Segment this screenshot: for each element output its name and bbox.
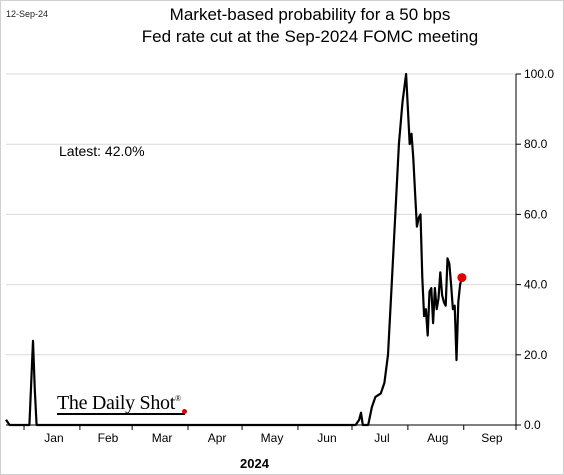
chart-title: Market-based probability for a 50 bps Fe… <box>120 4 500 48</box>
date-stamp: 12-Sep-24 <box>6 9 49 19</box>
tick-labels: 0.0 20.0 40.0 60.0 80.0 100.0 Jan Feb Mar Apr May J… <box>44 67 554 445</box>
x-tick-label: May <box>261 431 284 445</box>
x-tick-label: Sep <box>481 431 503 445</box>
gridlines <box>6 73 516 356</box>
x-tick-label: Apr <box>208 431 227 445</box>
logo-red-dot <box>182 409 187 414</box>
x-tick-label: Aug <box>427 431 448 445</box>
latest-annotation: Latest: 42.0% <box>59 143 145 159</box>
y-tick-label: 40.0 <box>524 278 548 292</box>
x-tick-label: Jun <box>317 431 336 445</box>
x-tick-label: Jul <box>374 431 389 445</box>
y-tick-label: 60.0 <box>524 207 548 221</box>
series <box>5 72 467 427</box>
latest-point-marker <box>457 273 467 283</box>
y-tick-label: 100.0 <box>524 67 554 81</box>
y-tick-label: 80.0 <box>524 137 548 151</box>
logo-text: The Daily Shot <box>57 392 176 414</box>
axes <box>6 73 521 430</box>
x-tick-label: Jan <box>44 431 63 445</box>
chart-title-line-1: Market-based probability for a 50 bps <box>169 5 451 24</box>
chart-title-line-2: Fed rate cut at the Sep-2024 FOMC meetin… <box>141 27 479 46</box>
daily-shot-logo: The Daily Shot® <box>57 392 181 415</box>
x-axis-label: 2024 <box>240 456 269 471</box>
series-line-1 <box>5 72 463 427</box>
registered-mark: ® <box>175 394 181 403</box>
logo-underline <box>57 413 185 415</box>
y-tick-label: 20.0 <box>524 348 548 362</box>
x-tick-label: Mar <box>152 431 173 445</box>
y-tick-label: 0.0 <box>524 418 541 432</box>
x-tick-label: Feb <box>98 431 119 445</box>
